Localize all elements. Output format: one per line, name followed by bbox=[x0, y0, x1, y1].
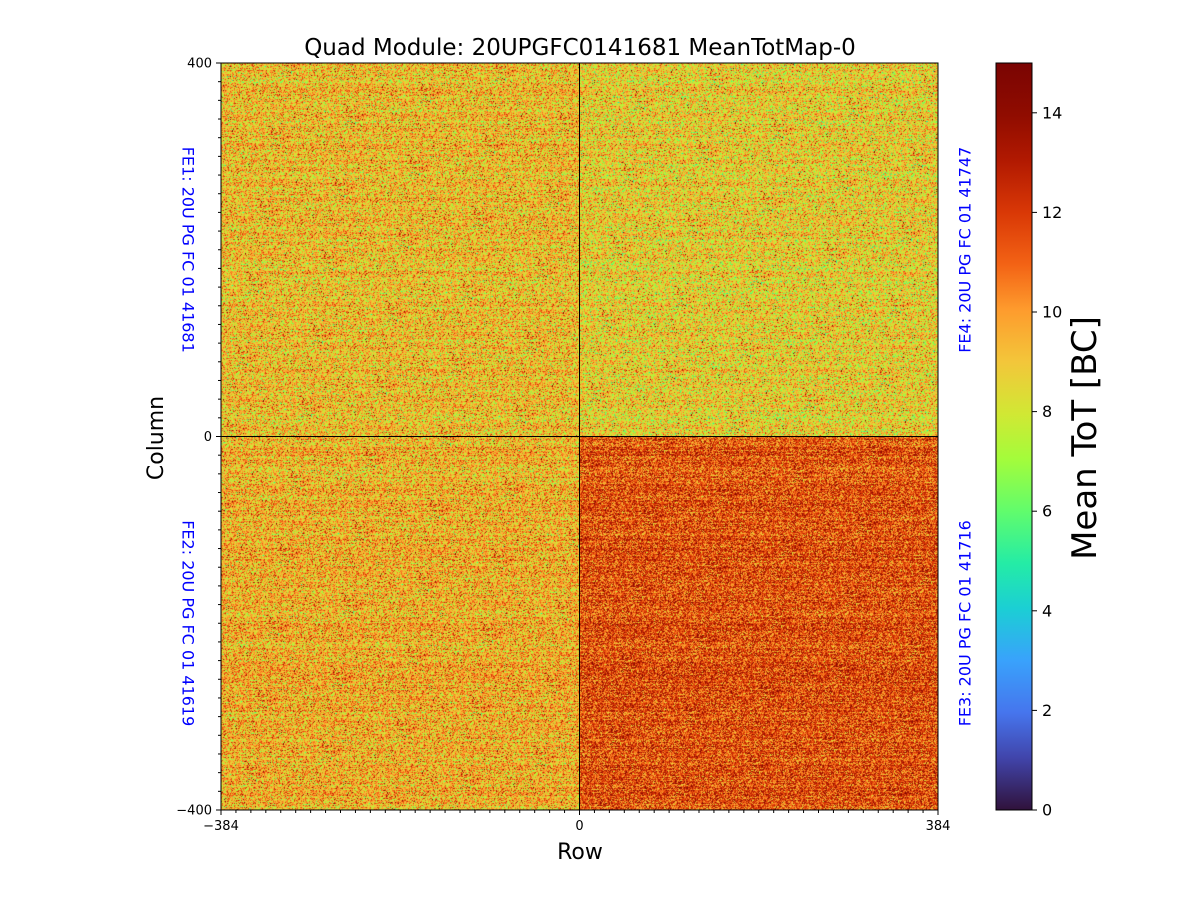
colorbar-tick-label: 0 bbox=[1042, 801, 1052, 820]
x-tick-label: 384 bbox=[926, 819, 951, 834]
x-tick-label: −384 bbox=[203, 819, 239, 834]
colorbar-tick-label: 2 bbox=[1042, 701, 1052, 720]
colorbar-tick-label: 4 bbox=[1042, 601, 1052, 620]
colorbar: 0 2 4 6 8 10 12 14 Mean ToT [BC] bbox=[995, 62, 1105, 820]
x-axis: −384 0 384 bbox=[203, 810, 950, 834]
heatmap-plot-area bbox=[220, 62, 939, 811]
chip-label-fe3: FE3: 20U PG FC 01 41716 bbox=[956, 520, 975, 726]
colorbar-ticks: 0 2 4 6 8 10 12 14 bbox=[1032, 103, 1062, 820]
chip-label-fe2: FE2: 20U PG FC 01 41619 bbox=[179, 520, 198, 726]
colorbar-tick-label: 12 bbox=[1042, 203, 1062, 222]
y-tick-label: 0 bbox=[204, 430, 212, 445]
chip-label-fe1: FE1: 20U PG FC 01 41681 bbox=[179, 147, 198, 353]
y-axis-label: Column bbox=[144, 396, 169, 480]
colorbar-tick-label: 14 bbox=[1042, 103, 1062, 122]
chip-label-fe4: FE4: 20U PG FC 01 41747 bbox=[956, 147, 975, 353]
colorbar-tick-label: 6 bbox=[1042, 502, 1052, 521]
x-tick-label: 0 bbox=[575, 819, 583, 834]
y-axis: 400 0 −400 bbox=[176, 57, 221, 819]
colorbar-tick-label: 10 bbox=[1042, 303, 1062, 322]
colorbar-gradient bbox=[995, 62, 1033, 811]
colorbar-label: Mean ToT [BC] bbox=[1065, 316, 1105, 560]
chart-title: Quad Module: 20UPGFC0141681 MeanTotMap-0 bbox=[304, 35, 856, 61]
chip-labels: FE1: 20U PG FC 01 41681 FE2: 20U PG FC 01… bbox=[179, 147, 975, 727]
y-tick-label: −400 bbox=[176, 804, 212, 819]
x-axis-label: Row bbox=[557, 840, 603, 865]
colorbar-tick-label: 8 bbox=[1042, 402, 1052, 421]
y-tick-label: 400 bbox=[187, 57, 212, 72]
